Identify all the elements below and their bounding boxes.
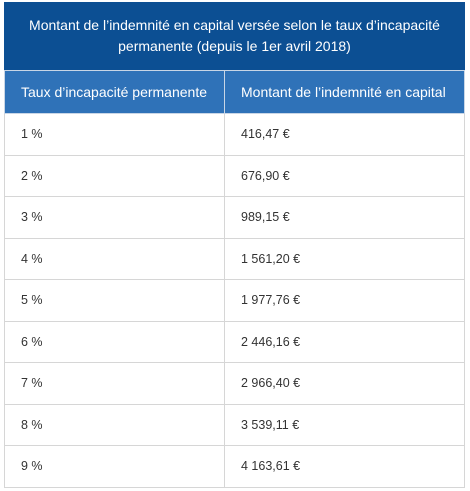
rate-cell: 3 % <box>4 196 225 239</box>
table-body: 1 % 416,47 €2 % 676,90 €3 % 989,15 €4 % 1 56… <box>4 113 465 488</box>
header-cell: Taux d’incapacité permanente <box>4 70 225 114</box>
amount-cell: 2 446,16 € <box>224 320 465 363</box>
table-row: 1 % 416,47 € <box>4 113 465 156</box>
table-title: Montant de l’indemnité en capital versée… <box>4 2 465 70</box>
header-cell: Montant de l’indemnité en capital <box>224 70 465 114</box>
table-row: 4 % 1 561,20 € <box>4 237 465 280</box>
rate-cell: 2 % <box>4 154 225 197</box>
table-row: 7 % 2 966,40 € <box>4 362 465 405</box>
rate-cell: 1 % <box>4 113 225 156</box>
rate-cell: 5 % <box>4 279 225 322</box>
amount-cell: 676,90 € <box>224 154 465 197</box>
table-row: 9 % 4 163,61 € <box>4 445 465 488</box>
table-row: 6 % 2 446,16 € <box>4 320 465 363</box>
table-row: 2 % 676,90 € <box>4 154 465 197</box>
rate-cell: 8 % <box>4 403 225 446</box>
amount-cell: 4 163,61 € <box>224 445 465 488</box>
amount-cell: 2 966,40 € <box>224 362 465 405</box>
amount-cell: 1 561,20 € <box>224 237 465 280</box>
rate-cell: 9 % <box>4 445 225 488</box>
table-row: 5 % 1 977,76 € <box>4 279 465 322</box>
rate-table: Montant de l’indemnité en capital versée… <box>4 2 465 488</box>
header-row: Taux d’incapacité permanente Montant de … <box>4 70 465 114</box>
amount-cell: 3 539,11 € <box>224 403 465 446</box>
rate-cell: 4 % <box>4 237 225 280</box>
amount-cell: 416,47 € <box>224 113 465 156</box>
amount-cell: 1 977,76 € <box>224 279 465 322</box>
table: Taux d’incapacité permanente Montant de … <box>4 70 465 488</box>
amount-cell: 989,15 € <box>224 196 465 239</box>
rate-cell: 7 % <box>4 362 225 405</box>
table-row: 3 % 989,15 € <box>4 196 465 239</box>
table-row: 8 % 3 539,11 € <box>4 403 465 446</box>
rate-cell: 6 % <box>4 320 225 363</box>
